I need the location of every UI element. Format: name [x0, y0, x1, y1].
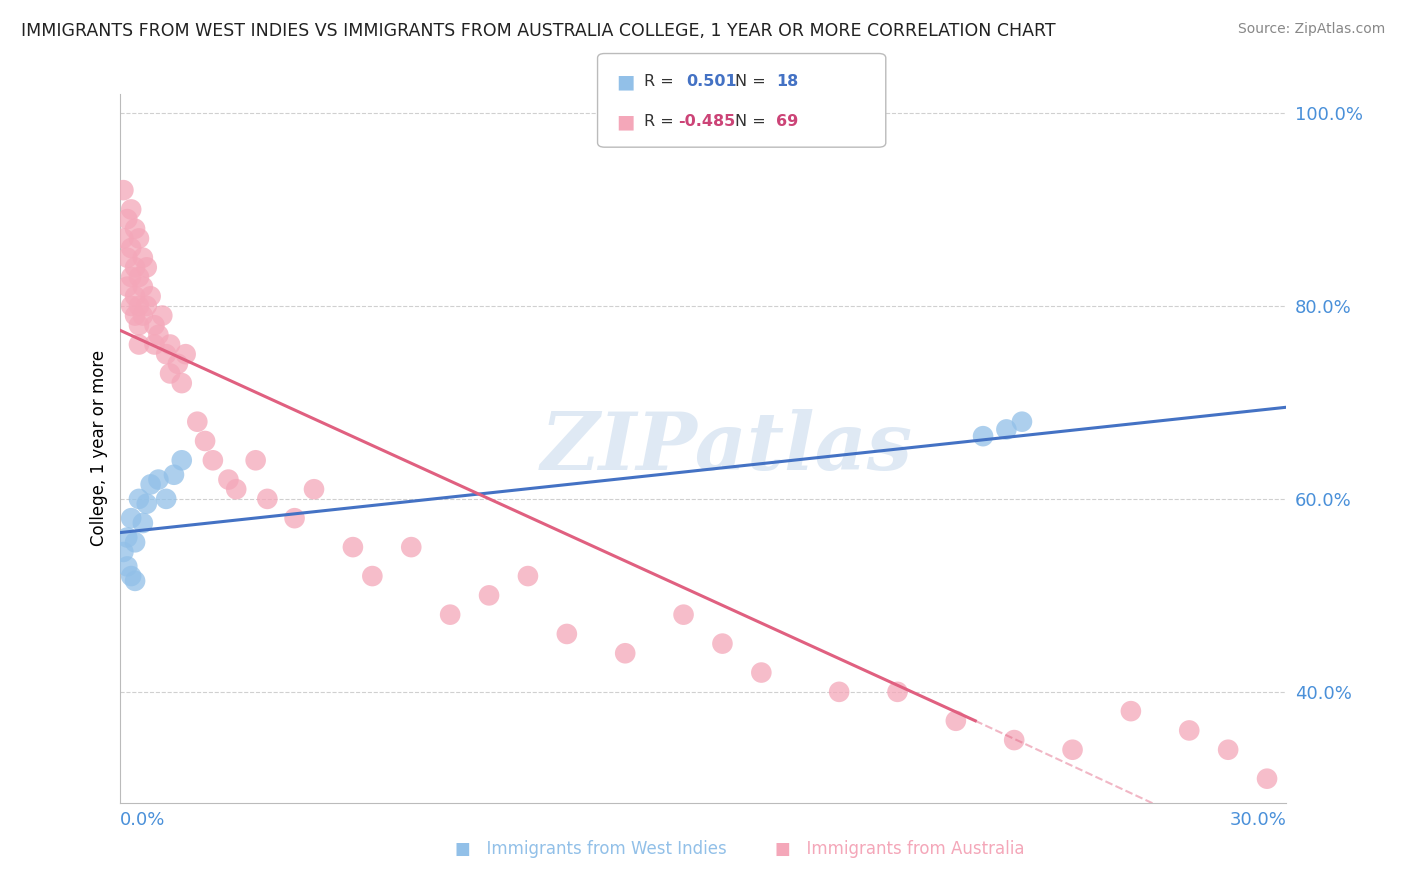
Point	[972, 429, 994, 443]
Point	[155, 347, 177, 361]
Point	[120, 270, 142, 285]
Point	[1178, 723, 1201, 738]
Point	[439, 607, 461, 622]
Text: 18: 18	[776, 74, 799, 89]
Point	[139, 289, 162, 303]
Point	[711, 637, 734, 651]
Point	[361, 569, 384, 583]
Point	[135, 260, 157, 275]
Point	[1002, 733, 1025, 747]
Point	[166, 357, 188, 371]
Point	[163, 467, 186, 482]
Point	[128, 299, 150, 313]
Point	[112, 231, 135, 245]
Point	[120, 299, 142, 313]
Point	[1216, 743, 1240, 757]
Point	[150, 309, 173, 323]
Point	[124, 289, 146, 303]
Point	[124, 309, 146, 323]
Point	[186, 415, 208, 429]
Point	[135, 299, 157, 313]
Text: Source: ZipAtlas.com: Source: ZipAtlas.com	[1237, 22, 1385, 37]
Point	[120, 569, 142, 583]
Point	[124, 574, 146, 588]
Point	[132, 516, 155, 530]
Point	[120, 202, 142, 217]
Text: N =: N =	[735, 114, 772, 129]
Point	[945, 714, 967, 728]
Point	[117, 279, 139, 293]
Point	[401, 540, 423, 554]
Point	[995, 422, 1018, 436]
Point	[245, 453, 267, 467]
Point	[751, 665, 773, 680]
Text: ■   Immigrants from Australia: ■ Immigrants from Australia	[775, 840, 1025, 858]
Text: R =: R =	[644, 114, 679, 129]
Point	[124, 221, 146, 235]
Point	[143, 318, 166, 333]
Point	[1011, 415, 1033, 429]
Point	[132, 279, 155, 293]
Point	[284, 511, 307, 525]
Point	[117, 212, 139, 227]
Point	[886, 685, 908, 699]
Point	[117, 531, 139, 545]
Point	[1119, 704, 1142, 718]
Point	[201, 453, 224, 467]
Point	[517, 569, 540, 583]
Point	[672, 607, 695, 622]
Point	[112, 183, 135, 197]
Point	[117, 251, 139, 265]
Point	[217, 473, 239, 487]
Text: ■: ■	[616, 72, 634, 91]
Point	[225, 482, 247, 496]
Point	[132, 309, 155, 323]
Point	[174, 347, 197, 361]
Point	[1062, 743, 1084, 757]
Point	[828, 685, 851, 699]
Text: IMMIGRANTS FROM WEST INDIES VS IMMIGRANTS FROM AUSTRALIA COLLEGE, 1 YEAR OR MORE: IMMIGRANTS FROM WEST INDIES VS IMMIGRANT…	[21, 22, 1056, 40]
Point	[124, 260, 146, 275]
Point	[302, 482, 325, 496]
Text: 69: 69	[776, 114, 799, 129]
Text: ZIPatlas: ZIPatlas	[540, 409, 912, 487]
Text: N =: N =	[735, 74, 772, 89]
Point	[478, 588, 501, 602]
Point	[117, 559, 139, 574]
Text: R =: R =	[644, 74, 679, 89]
Point	[128, 491, 150, 506]
Point	[148, 327, 170, 342]
Point	[342, 540, 364, 554]
Point	[120, 511, 142, 525]
Text: 0.501: 0.501	[686, 74, 737, 89]
Point	[128, 337, 150, 351]
Point	[614, 646, 637, 660]
Text: ■   Immigrants from West Indies: ■ Immigrants from West Indies	[454, 840, 727, 858]
Text: 30.0%: 30.0%	[1230, 811, 1286, 829]
Point	[155, 491, 177, 506]
Point	[124, 535, 146, 549]
Point	[555, 627, 578, 641]
Y-axis label: College, 1 year or more: College, 1 year or more	[90, 351, 108, 546]
Point	[132, 251, 155, 265]
Text: -0.485: -0.485	[678, 114, 735, 129]
Point	[135, 497, 157, 511]
Point	[170, 453, 193, 467]
Text: ■: ■	[616, 112, 634, 131]
Point	[194, 434, 217, 448]
Point	[128, 318, 150, 333]
Point	[256, 491, 278, 506]
Point	[143, 337, 166, 351]
Point	[1256, 772, 1278, 786]
Text: 0.0%: 0.0%	[120, 811, 165, 829]
Point	[120, 241, 142, 255]
Point	[112, 545, 135, 559]
Point	[170, 376, 193, 390]
Point	[159, 367, 181, 381]
Point	[128, 231, 150, 245]
Point	[159, 337, 181, 351]
Point	[148, 473, 170, 487]
Point	[139, 477, 162, 491]
Point	[128, 270, 150, 285]
